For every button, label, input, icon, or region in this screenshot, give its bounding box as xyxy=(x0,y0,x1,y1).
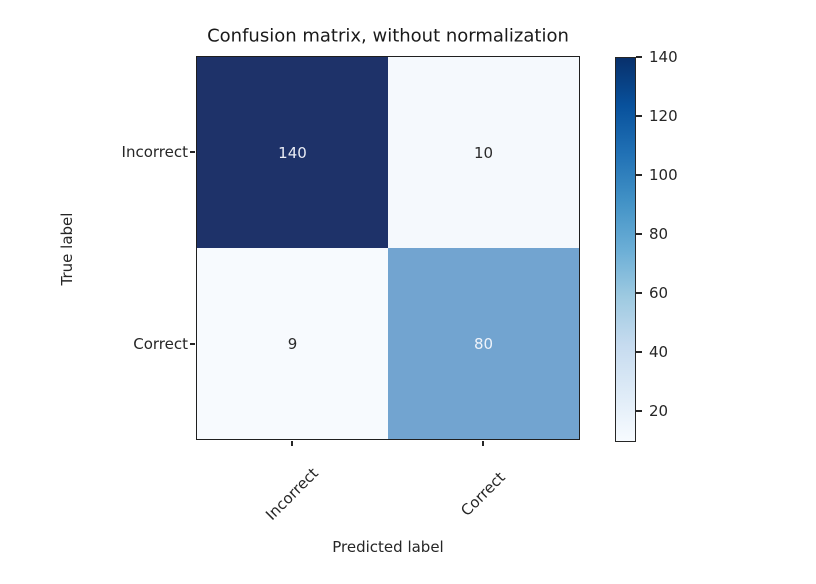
matrix-cell-true-correct-pred-incorrect: 9 xyxy=(197,248,388,439)
colorbar-tick-label-100: 100 xyxy=(649,166,678,184)
chart-title: Confusion matrix, without normalization xyxy=(207,25,569,47)
colorbar-tick-label-60: 60 xyxy=(649,284,669,302)
colorbar-tick-mark-60 xyxy=(636,292,642,294)
matrix-cell-true-correct-pred-correct: 80 xyxy=(388,248,579,439)
colorbar-tick-label-140: 140 xyxy=(649,48,678,66)
colorbar-tick-mark-40 xyxy=(636,351,642,353)
colorbar-tick-mark-100 xyxy=(636,174,642,176)
colorbar-tick-mark-140 xyxy=(636,56,642,58)
y-tick-label-correct: Correct xyxy=(133,335,188,353)
colorbar-tick-mark-20 xyxy=(636,410,642,412)
y-tick-mark-correct xyxy=(190,343,195,345)
x-tick-mark-correct xyxy=(482,441,484,446)
x-tick-label-correct: Correct xyxy=(457,468,509,520)
colorbar-tick-mark-80 xyxy=(636,233,642,235)
x-tick-label-incorrect: Incorrect xyxy=(262,464,322,524)
y-tick-label-incorrect: Incorrect xyxy=(121,143,188,161)
colorbar-tick-label-80: 80 xyxy=(649,225,669,243)
x-axis-label: Predicted label xyxy=(332,538,444,556)
colorbar-gradient xyxy=(615,57,636,442)
confusion-matrix-heatmap: 140 10 9 80 xyxy=(196,56,580,440)
colorbar-tick-label-40: 40 xyxy=(649,343,669,361)
colorbar-tick-label-120: 120 xyxy=(649,107,678,125)
colorbar-tick-label-20: 20 xyxy=(649,402,669,420)
x-tick-mark-incorrect xyxy=(291,441,293,446)
matrix-cell-true-incorrect-pred-correct: 10 xyxy=(388,57,579,248)
y-axis-label: True label xyxy=(58,212,76,286)
y-tick-mark-incorrect xyxy=(190,151,195,153)
matrix-cell-true-incorrect-pred-incorrect: 140 xyxy=(197,57,388,248)
colorbar-tick-mark-120 xyxy=(636,115,642,117)
